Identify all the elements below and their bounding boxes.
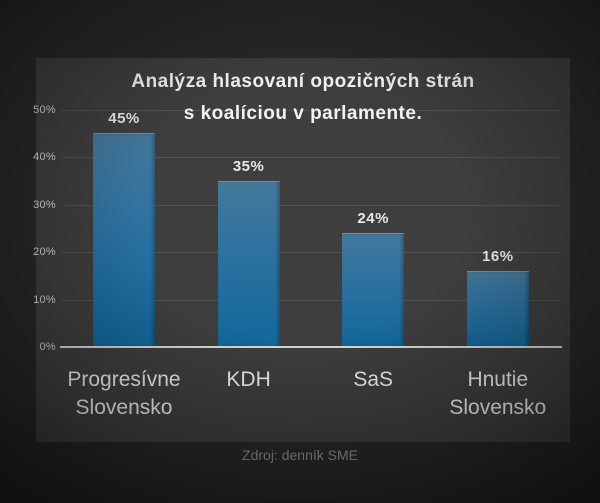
bar-value-label: 16% [482,248,514,265]
chart-title-line: Analýza hlasovaní opozičných strán [131,71,475,92]
y-axis-tick-label: 20% [33,246,56,258]
bar-value-label: 24% [357,210,389,227]
y-axis-tick-label: 30% [33,198,56,211]
bar-value-label: 35% [232,157,265,175]
x-axis-baseline [60,346,562,348]
chart-title: Analýza hlasovaní opozičných strán s koal… [36,66,570,130]
bar-1 [93,133,155,347]
x-axis-category-label: Hnutie Slovensko [449,368,547,419]
bar-4 [466,271,529,347]
chart-title-line: s koalíciou v parlamente. [183,103,423,124]
y-axis-tick-label: 0% [39,341,56,353]
y-axis-tick-label: 10% [33,293,56,306]
bar-3 [342,233,405,347]
y-axis-tick-label: 40% [33,151,56,163]
source-caption: Zdroj: denník SME [242,447,358,463]
bar-2 [217,180,280,347]
chart-panel: Analýza hlasovaní opozičných strán s koal… [33,58,570,442]
